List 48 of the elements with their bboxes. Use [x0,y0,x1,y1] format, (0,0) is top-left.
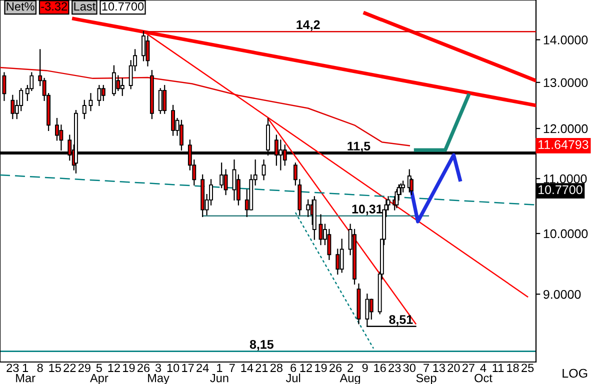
x-tick-label: 8 [37,364,43,372]
x-tick-label: 12 [300,364,312,372]
text: LOG [562,368,588,378]
x-tick-label: 7 [229,364,235,372]
x-tick-label: 23 [388,364,401,372]
y-tick-label: 12.0000 [544,124,588,134]
x-tick-label: 27 [462,364,474,372]
x-tick-label: 16 [374,364,386,372]
annotation: 10.7700 [102,2,144,11]
x-tick-label: 29 [78,364,90,372]
x-tick-label: 13 [433,364,445,372]
x-tick-label: 19 [123,364,135,372]
x-tick-label: 26 [138,364,150,372]
x-tick-label: 14 [241,364,254,372]
x-tick-label: 30 [403,364,416,372]
x-tick-label: 19 [315,364,327,372]
x-tick-label: 12 [108,364,120,372]
annotation: 8,15 [250,340,274,351]
x-tick-label: 26 [330,364,342,372]
x-tick-label: 15 [49,364,61,372]
x-tick-label: 4 Oct [474,364,492,382]
annotation: 11,5 [348,142,370,152]
x-tick-label: 22 [64,364,76,372]
x-tick-label: 10 [167,364,180,372]
x-tick-label: 20 [448,364,460,372]
annotation: Net% [6,2,34,11]
y-tick-label: 9.0000 [544,290,581,299]
x-tick-label: 21 [256,364,268,372]
x-tick-label: 11 [492,364,504,372]
annotation: -3.32 [41,2,67,11]
x-tick-label: 25 [522,364,534,372]
x-tick-label: 9 [362,364,368,372]
y-tick-label: 13.0000 [544,78,588,88]
text: 10.7700 [538,185,582,194]
annotation: Last [74,2,96,11]
x-tick-label: 1 Jun [210,364,228,382]
x-tick-label: 6 Jul [286,364,300,382]
annotation: 8,51 [389,315,413,326]
x-tick-label: 24 [196,364,209,372]
x-tick-label: 28 [270,364,282,372]
text: 11.64793 [538,140,588,150]
x-tick-label: 17 [182,364,194,372]
annotation: 14,2 [296,20,320,31]
y-tick-label: 10.0000 [544,229,588,238]
y-tick-label: 11.0000 [544,174,587,184]
y-tick-label: 14.0000 [544,36,588,44]
x-tick-label: 18 [507,364,519,372]
annotation: 10,31 [352,204,382,216]
